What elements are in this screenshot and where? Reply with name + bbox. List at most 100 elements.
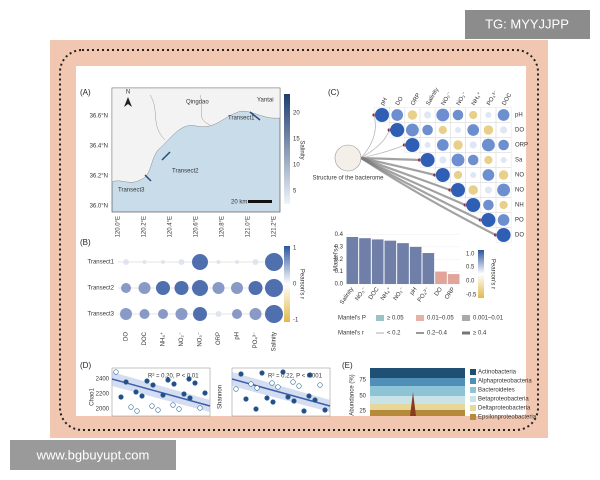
bubble <box>265 279 283 297</box>
colorbar-tick: 0.0 <box>466 279 475 285</box>
legend-swatch <box>470 405 476 411</box>
bar <box>359 238 371 284</box>
bubble <box>232 309 242 319</box>
corr-circle <box>451 153 465 167</box>
colorbar <box>284 246 290 322</box>
corr-circle <box>467 124 480 136</box>
corr-circle <box>483 125 494 135</box>
row-label: DO <box>515 128 524 134</box>
legend-item: 0.001–0.01 <box>473 316 504 322</box>
corr-circle <box>436 139 449 151</box>
y-tick: 75 <box>359 378 366 384</box>
y-tick: 0.3 <box>335 244 344 250</box>
place: Transect1 <box>228 116 255 122</box>
bubble <box>178 259 185 265</box>
corr-circle <box>375 108 389 122</box>
node-label: Structure of the bacterome <box>312 176 384 182</box>
row-label: Transect2 <box>88 286 115 292</box>
bubble <box>142 260 147 264</box>
point <box>285 394 291 400</box>
bubble <box>174 281 189 295</box>
corr-circle <box>468 185 478 195</box>
corr-circle <box>405 138 420 152</box>
place: Transect3 <box>118 188 145 194</box>
lat-tick: 36.2°N <box>90 174 108 180</box>
panel-label: (C) <box>328 88 339 97</box>
link-end <box>402 143 406 147</box>
lat-tick: 36.6°N <box>90 114 108 120</box>
bubble <box>248 281 263 295</box>
row-label: NO <box>515 173 524 179</box>
legend-swatch <box>470 396 476 402</box>
corr-circle <box>482 169 495 181</box>
area-band <box>370 368 465 378</box>
lon-tick: 120.2°E <box>142 216 148 237</box>
point <box>165 377 171 383</box>
legend-title: Mantel's r <box>338 331 364 337</box>
point <box>301 408 307 414</box>
col-label: ORP <box>410 93 422 107</box>
corr-circle <box>452 109 464 121</box>
bar <box>384 240 397 284</box>
point <box>181 391 187 397</box>
legend-item: Epsilonproteobacteria <box>478 415 537 421</box>
corr-circle <box>438 125 447 135</box>
point <box>275 384 281 390</box>
colorbar-tick: -0.5 <box>466 293 477 299</box>
lat-tick: 36.0°N <box>90 204 108 210</box>
col-label: pH <box>380 97 389 107</box>
bar <box>371 239 384 284</box>
point <box>133 389 139 395</box>
point <box>307 372 313 378</box>
point <box>176 406 182 412</box>
corr-circle <box>500 126 508 134</box>
area-band <box>370 386 465 396</box>
corr-circle <box>451 183 465 197</box>
corr-circle <box>481 213 496 227</box>
legend-swatch <box>376 315 384 321</box>
corr-circle <box>483 199 494 211</box>
corr-circle <box>391 109 404 121</box>
y-tick: 2200 <box>96 392 110 398</box>
y-axis-label: Chao1 <box>90 388 96 406</box>
lon-tick: 120.4°E <box>168 216 174 237</box>
lon-tick: 121.2°E <box>272 216 278 237</box>
mantel-link <box>360 114 376 159</box>
corr-circle <box>405 123 419 137</box>
point <box>259 370 265 376</box>
bubble <box>192 254 208 270</box>
scale-bar <box>248 200 272 203</box>
col-label: NO₂⁻ <box>179 332 185 347</box>
y-axis-label: Mantel's r <box>334 245 340 271</box>
corr-circle <box>424 142 431 148</box>
corr-circle <box>497 109 510 121</box>
corr-circle <box>496 228 511 242</box>
fit-line <box>111 378 211 407</box>
corr-circle <box>466 198 481 212</box>
lon-tick: 120.6°E <box>194 216 200 237</box>
y-tick: 50 <box>359 394 366 400</box>
bar <box>346 236 359 284</box>
watermark-box <box>10 440 176 470</box>
point <box>317 382 323 388</box>
point <box>155 407 161 413</box>
y-tick: 0.4 <box>335 232 344 238</box>
point <box>134 408 140 414</box>
cell <box>374 107 390 123</box>
bar <box>397 243 409 284</box>
point <box>144 378 150 384</box>
link-end <box>418 158 422 162</box>
point <box>118 394 124 400</box>
col-label: NH₄⁺ <box>160 332 167 346</box>
point <box>264 395 270 401</box>
colorbar-tick: 5 <box>293 189 297 195</box>
lon-tick: 121.0°E <box>246 216 252 237</box>
watermark: www.bgbuyupt.com <box>36 447 150 462</box>
legend-item: Betaproteobacteria <box>478 397 529 403</box>
mantel-link <box>360 144 405 159</box>
colorbar <box>284 94 290 204</box>
point <box>254 385 260 391</box>
row-label: NO <box>515 188 524 194</box>
row-label: pH <box>515 113 523 119</box>
colorbar <box>478 250 484 298</box>
